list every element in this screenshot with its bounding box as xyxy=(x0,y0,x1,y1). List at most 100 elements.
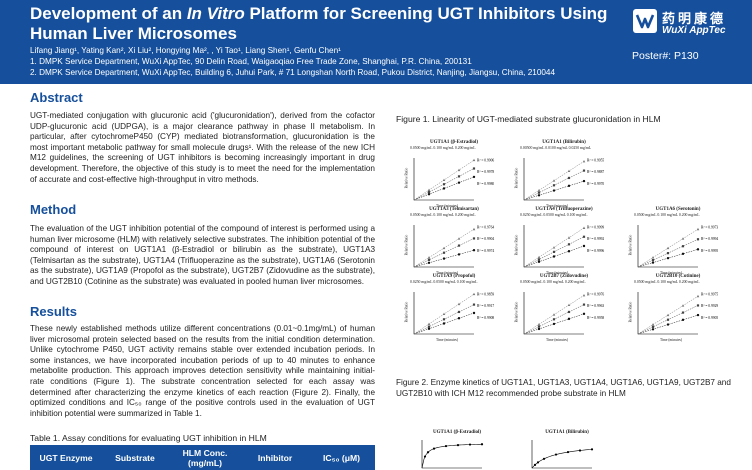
data-point xyxy=(537,194,541,197)
data-point xyxy=(427,188,431,192)
data-point xyxy=(651,261,655,264)
data-point xyxy=(567,176,571,180)
panel-legend: 0.00500 mg/mL 0.0100 mg/mL 0.0250 mg/mL xyxy=(520,146,592,150)
abstract-heading: Abstract xyxy=(30,90,83,105)
data-point xyxy=(567,184,571,188)
r-squared-label: R² = 0.9905 xyxy=(701,316,718,320)
panel-legend: 0.0250 mg/mL 0.0500 mg/mL 0.100 mg/mL xyxy=(410,280,478,284)
data-point xyxy=(472,292,476,296)
data-point xyxy=(582,159,586,163)
panel-title: UGT2B7 (Zidovudine) xyxy=(539,274,589,279)
data-point xyxy=(651,256,655,259)
logo-chinese-text: 药明康德 xyxy=(662,12,727,27)
data-point xyxy=(442,318,446,321)
y-axis-label: Relative Ratio xyxy=(514,301,519,323)
data-point xyxy=(423,455,427,458)
panel-title: UGT1A6 (Serotonin) xyxy=(655,207,701,212)
results-heading: Results xyxy=(30,304,77,319)
panel-title: UGT1A4 (Trifluoperazine) xyxy=(535,207,593,212)
data-point xyxy=(552,313,556,316)
data-point xyxy=(456,443,460,447)
column-header-ic50: IC₅₀ (μM) xyxy=(323,452,360,463)
data-point xyxy=(427,327,431,330)
data-point xyxy=(427,325,431,328)
r-squared-label: R² = 0.9996 xyxy=(587,249,604,253)
r-squared-label: R² = 0.9859 xyxy=(477,292,494,296)
data-point xyxy=(426,451,430,454)
data-point xyxy=(582,169,586,172)
axis-lines xyxy=(637,225,698,268)
data-point xyxy=(457,302,461,306)
affiliation-2: 2. DMPK Service Department, WuXi AppTec,… xyxy=(30,68,556,77)
linearity-panel: UGT1A9 (Propofol) 0.0250 mg/mL 0.0500 mg/… xyxy=(402,274,506,344)
r-squared-label: R² = 0.9955 xyxy=(587,158,604,162)
data-point xyxy=(567,310,571,314)
data-point xyxy=(427,193,431,196)
data-point xyxy=(427,256,431,259)
figure-1-caption: Figure 1. Linearity of UGT-mediated subs… xyxy=(396,114,661,124)
poster-number: Poster#: P130 xyxy=(632,50,699,62)
linearity-plot: R² = 0.9976 R² = 0.9963 R² = 0.9958 xyxy=(523,292,604,335)
linearity-plot: R² = 0.9764 R² = 0.9904 R² = 0.9974 xyxy=(413,225,494,268)
affiliation-1: 1. DMPK Service Department, WuXi AppTec,… xyxy=(30,57,472,66)
data-point xyxy=(681,252,685,255)
data-point xyxy=(537,260,541,263)
linearity-plot: R² = 0.9973 R² = 0.9994 R² = 0.9995 xyxy=(637,225,718,268)
data-point xyxy=(696,227,700,231)
figure-2-caption: Figure 2. Enzyme kinetics of UGT1A1, UGT… xyxy=(396,378,731,398)
data-point xyxy=(537,322,541,326)
axis-lines xyxy=(523,225,584,268)
data-point xyxy=(427,258,431,261)
r-squared-label: R² = 0.9904 xyxy=(477,237,494,241)
linearity-panel: UGT1A1 (β-Estradiol) 0.0500 mg/mL 0.100 m… xyxy=(402,140,506,210)
r-squared-label: R² = 0.9970 xyxy=(587,182,604,186)
panel-title: UGT1A1 (β-Estradiol) xyxy=(429,140,479,145)
trend-line xyxy=(523,313,585,335)
data-point xyxy=(552,189,556,192)
data-point xyxy=(666,246,670,250)
data-point xyxy=(552,184,556,187)
data-point xyxy=(537,255,541,259)
data-point xyxy=(582,226,586,229)
r-squared-label: R² = 0.9929 xyxy=(701,304,718,308)
r-squared-label: R² = 0.9999 xyxy=(587,225,604,229)
data-point xyxy=(567,317,571,321)
data-point xyxy=(567,250,571,253)
data-point xyxy=(582,303,586,306)
x-axis-label: Time (minutes) xyxy=(660,338,683,342)
data-point xyxy=(472,303,476,306)
results-text: These newly established methods utilize … xyxy=(30,324,375,418)
data-point xyxy=(472,175,476,179)
data-point xyxy=(696,313,700,317)
data-point xyxy=(567,303,571,307)
x-axis-label: Time (minutes) xyxy=(436,271,459,275)
logo-mark-icon xyxy=(633,9,657,33)
y-axis-label: Relative Ratio xyxy=(628,234,633,256)
kinetics-panel: UGT1A1 (β-Estradiol) xyxy=(402,430,512,470)
r-squared-label: R² = 0.9958 xyxy=(587,316,604,320)
data-point xyxy=(666,318,670,321)
panel-legend: 0.0500 mg/mL 0.100 mg/mL 0.200 mg/mL xyxy=(410,146,476,150)
axis-lines xyxy=(637,292,698,335)
data-point xyxy=(552,246,556,249)
y-axis-label: Relative Ratio xyxy=(404,167,409,189)
data-point xyxy=(457,237,461,240)
title-part-1: Development of an xyxy=(30,4,187,23)
data-point xyxy=(582,244,586,248)
data-point xyxy=(590,448,594,451)
data-point xyxy=(552,250,556,253)
data-point xyxy=(681,311,685,314)
column-header-enzyme: UGT Enzyme xyxy=(39,452,93,463)
data-point xyxy=(554,453,558,456)
data-point xyxy=(442,187,446,190)
table-header-row: UGT Enzyme Substrate HLM Conc. (mg/mL) I… xyxy=(30,445,375,470)
data-point xyxy=(472,167,476,170)
x-axis-label: Time (minutes) xyxy=(546,204,569,208)
data-point xyxy=(582,312,586,316)
data-point xyxy=(537,327,541,331)
data-point xyxy=(457,181,461,184)
data-point xyxy=(444,444,448,448)
data-point xyxy=(457,175,461,178)
data-point xyxy=(457,317,461,320)
